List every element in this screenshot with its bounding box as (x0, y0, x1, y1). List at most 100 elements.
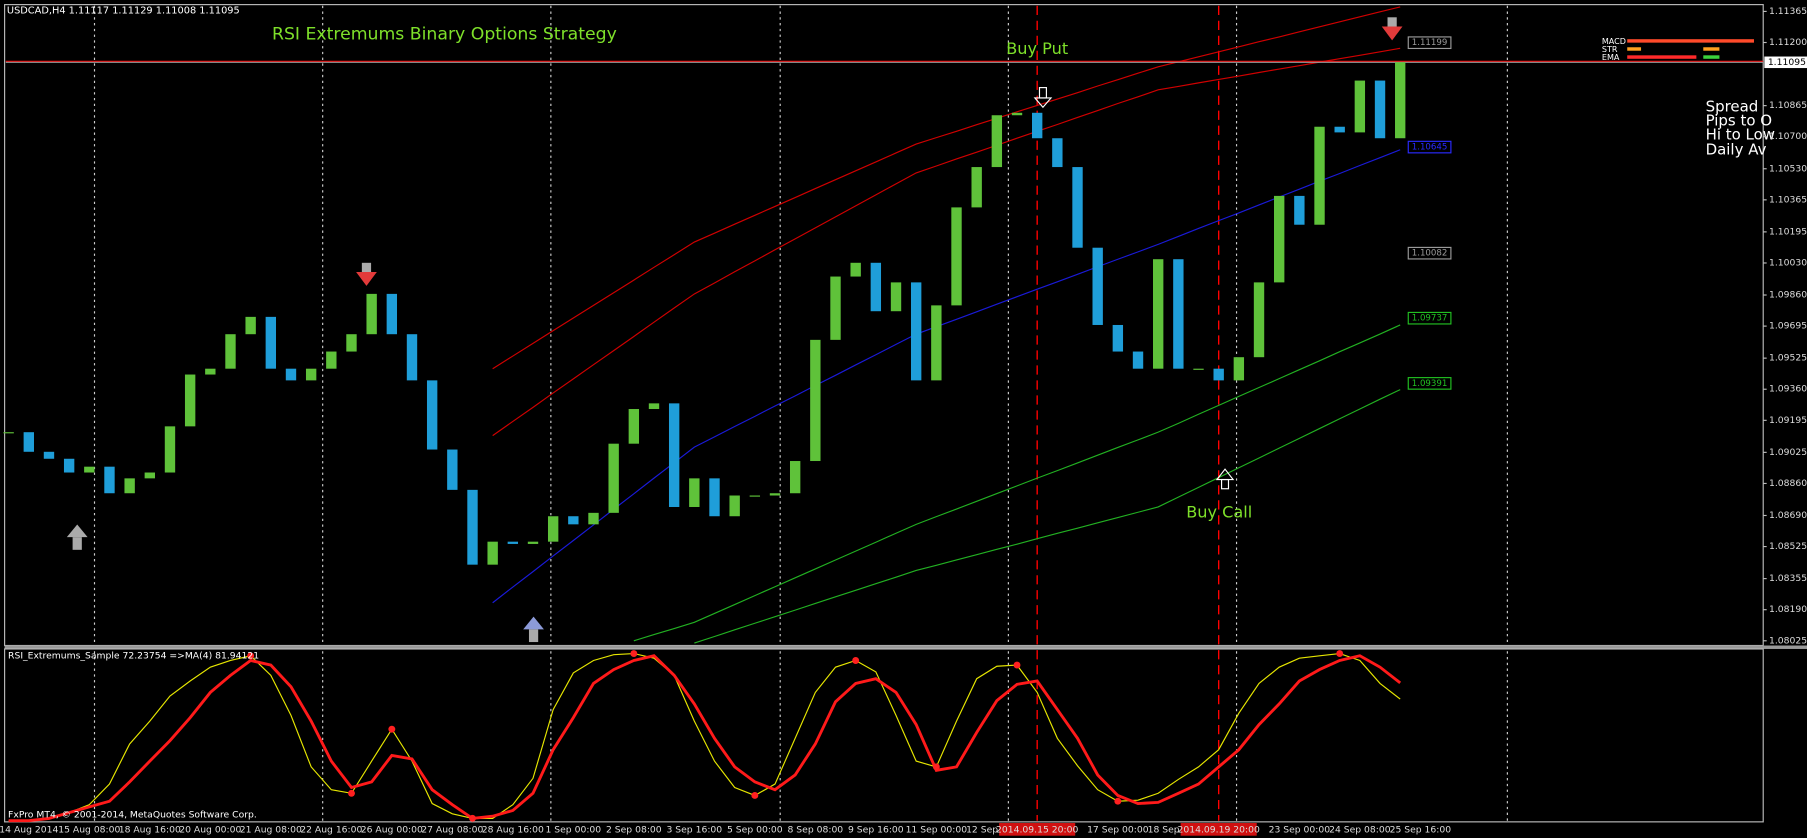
candle (104, 466, 115, 494)
arrow-shaft (528, 629, 539, 643)
arrow-shaft (1220, 478, 1230, 490)
footer: FxPro MT4, © 2001-2014, MetaQuotes Softw… (8, 809, 257, 820)
band-line (694, 389, 1401, 644)
candle (447, 449, 458, 490)
level-box (1407, 377, 1452, 390)
marks (3, 5, 1764, 823)
x-tick-label: 9 Sep 16:00 (848, 824, 904, 835)
y-tick-label: 1.08355 (1769, 573, 1807, 584)
candle (487, 541, 498, 565)
arrow-head (1381, 26, 1403, 41)
signal-bar (1627, 47, 1642, 51)
candle (1011, 112, 1023, 116)
extremum-dot (932, 763, 940, 771)
candle (305, 368, 317, 381)
annotation-buy-put: Buy Put (1006, 39, 1068, 58)
panel-divider (4, 645, 1807, 649)
y-tick-label: 1.08025 (1769, 635, 1807, 646)
signal-arrows (66, 17, 1403, 643)
annotation-buy-call: Buy Call (1186, 502, 1252, 521)
candle (507, 541, 519, 544)
strategy-title: RSI Extremums Binary Options Strategy (272, 25, 617, 45)
candle (1294, 195, 1305, 225)
candle (769, 493, 781, 496)
x-tick-label: 12 Sep 08:00 (966, 824, 1028, 835)
arrow-shaft (72, 537, 82, 550)
candle (1072, 167, 1083, 248)
level-box (1407, 311, 1452, 325)
y-tick-label: 1.09360 (1769, 384, 1807, 395)
indicator-name: STR (1602, 45, 1618, 54)
arrow-head (523, 616, 544, 630)
level-label: 1.11199 (1412, 38, 1448, 48)
y-tick-label: 1.09195 (1769, 415, 1807, 426)
candle (1334, 126, 1345, 133)
signal-bar (1627, 39, 1754, 43)
x-tick-label: 24 Sep 08:00 (1329, 824, 1391, 835)
candle (547, 516, 559, 542)
date-highlight (999, 823, 1076, 836)
indicator-label: RSI_Extremums_Sample 72.23754 =>MA(4) 81… (8, 650, 259, 661)
x-tick-label: 21 Aug 08:00 (240, 824, 302, 835)
candle (245, 316, 256, 335)
extremum-dot (247, 652, 255, 660)
info-label: Pips to O (1706, 112, 1772, 130)
candle (870, 262, 882, 312)
extremum-dot (388, 725, 396, 733)
x-tick-label: 22 Aug 16:00 (300, 824, 362, 835)
candle (1092, 247, 1103, 325)
x-tick-label: 18 Sep 08:00 (1148, 824, 1210, 835)
candle (1314, 126, 1325, 225)
candle (184, 374, 196, 427)
current-price-box (1764, 56, 1807, 69)
candle (366, 293, 377, 335)
extremum-dot (852, 657, 860, 664)
candle (810, 339, 821, 462)
x-tick-label: 25 Sep 16:00 (1390, 824, 1452, 835)
candle (729, 495, 740, 517)
y-tick-label: 1.08860 (1769, 478, 1807, 489)
y-tick-label: 1.09860 (1769, 290, 1807, 301)
extremum-dot (1114, 797, 1122, 805)
candle (386, 293, 398, 335)
x-tick-label: 23 Sep 00:00 (1269, 824, 1331, 835)
arrow-shaft (361, 262, 372, 274)
x-tick-label: 3 Sep 16:00 (667, 824, 723, 835)
info-label: Hi to Low (1706, 125, 1775, 143)
level-box (1407, 140, 1452, 154)
level-label: 1.09737 (1412, 314, 1448, 324)
y-tick-label: 1.10530 (1769, 163, 1807, 174)
candle (144, 472, 156, 479)
y-tick-label: 1.11365 (1769, 6, 1807, 17)
candle (124, 478, 135, 494)
indicator-line (8, 652, 1401, 822)
candle (1132, 351, 1144, 369)
candle (285, 368, 297, 381)
indicator-name: EMA (1602, 53, 1620, 62)
candle (164, 426, 176, 473)
candle (991, 115, 1003, 168)
candle (23, 432, 34, 452)
y-tick-label: 1.08525 (1769, 541, 1807, 552)
y-tick-label: 1.09525 (1769, 353, 1807, 364)
candle (910, 282, 922, 381)
level-box (1407, 246, 1452, 260)
candle (1354, 80, 1366, 133)
candle (971, 167, 982, 208)
y-tick-label: 1.09025 (1769, 447, 1807, 458)
current-price-label: 1.11095 (1768, 57, 1806, 68)
x-tick-label: 14 Aug 2014 (0, 824, 58, 835)
candle (951, 207, 962, 306)
candle (1031, 112, 1043, 139)
extremum-dot (348, 789, 355, 797)
band-line (633, 324, 1401, 642)
level-box (1407, 36, 1452, 50)
level-label: 1.10082 (1412, 249, 1448, 259)
band-line (492, 47, 1401, 437)
arrow-head (1033, 97, 1053, 109)
candle (568, 516, 579, 525)
candle (346, 334, 357, 352)
candle (63, 458, 75, 473)
candle (326, 351, 337, 369)
